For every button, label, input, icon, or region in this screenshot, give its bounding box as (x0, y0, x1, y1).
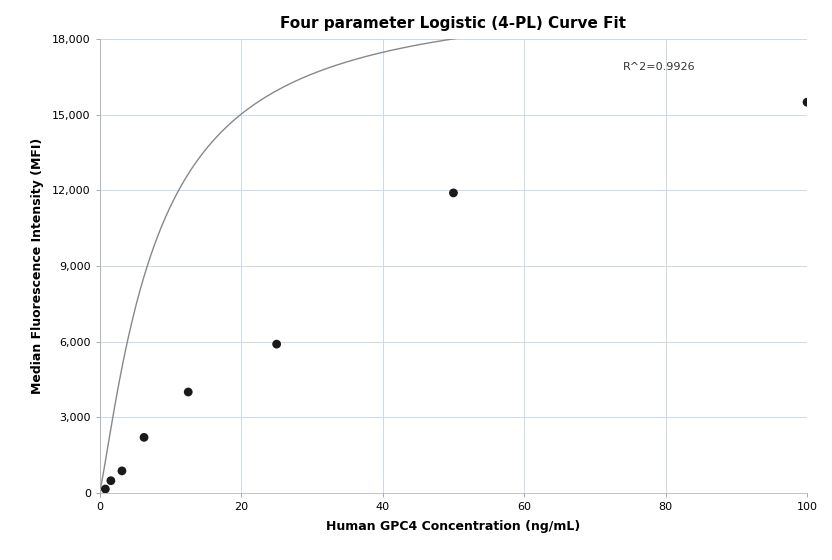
Point (104, 476, 117, 485)
Text: R^2=0.9926: R^2=0.9926 (623, 62, 696, 72)
Title: Four parameter Logistic (4-PL) Curve Fit: Four parameter Logistic (4-PL) Curve Fit (280, 16, 626, 31)
Point (181, 388, 195, 396)
Point (800, 97, 814, 106)
Point (447, 188, 460, 197)
Point (270, 339, 283, 348)
Point (116, 466, 129, 475)
X-axis label: Human GPC4 Concentration (ng/mL): Human GPC4 Concentration (ng/mL) (326, 520, 581, 533)
Point (99, 484, 112, 493)
Point (137, 433, 151, 442)
Y-axis label: Median Fluorescence Intensity (MFI): Median Fluorescence Intensity (MFI) (31, 138, 44, 394)
